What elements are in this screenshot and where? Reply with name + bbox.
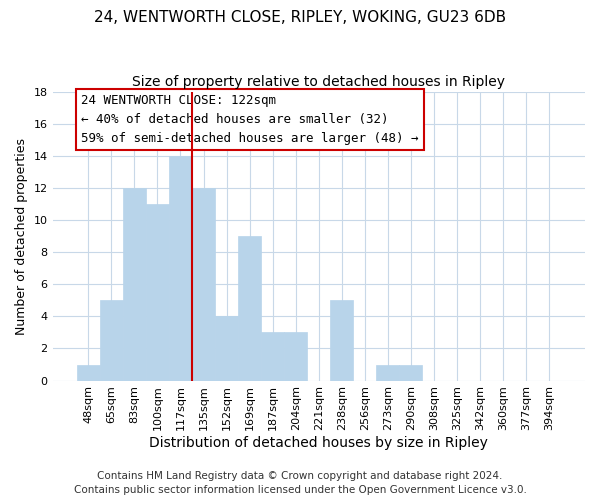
Bar — [400, 364, 422, 380]
Text: 24 WENTWORTH CLOSE: 122sqm
← 40% of detached houses are smaller (32)
59% of semi: 24 WENTWORTH CLOSE: 122sqm ← 40% of deta… — [82, 94, 419, 145]
Bar — [100, 300, 123, 380]
X-axis label: Distribution of detached houses by size in Ripley: Distribution of detached houses by size … — [149, 436, 488, 450]
Bar — [215, 316, 238, 380]
Bar — [146, 204, 169, 380]
Bar — [376, 364, 400, 380]
Title: Size of property relative to detached houses in Ripley: Size of property relative to detached ho… — [132, 75, 505, 89]
Bar — [261, 332, 284, 380]
Text: 24, WENTWORTH CLOSE, RIPLEY, WOKING, GU23 6DB: 24, WENTWORTH CLOSE, RIPLEY, WOKING, GU2… — [94, 10, 506, 25]
Bar — [123, 188, 146, 380]
Bar — [238, 236, 261, 380]
Bar — [169, 156, 192, 380]
Bar — [330, 300, 353, 380]
Y-axis label: Number of detached properties: Number of detached properties — [15, 138, 28, 334]
Bar — [77, 364, 100, 380]
Bar — [284, 332, 307, 380]
Bar — [192, 188, 215, 380]
Text: Contains HM Land Registry data © Crown copyright and database right 2024.
Contai: Contains HM Land Registry data © Crown c… — [74, 471, 526, 495]
